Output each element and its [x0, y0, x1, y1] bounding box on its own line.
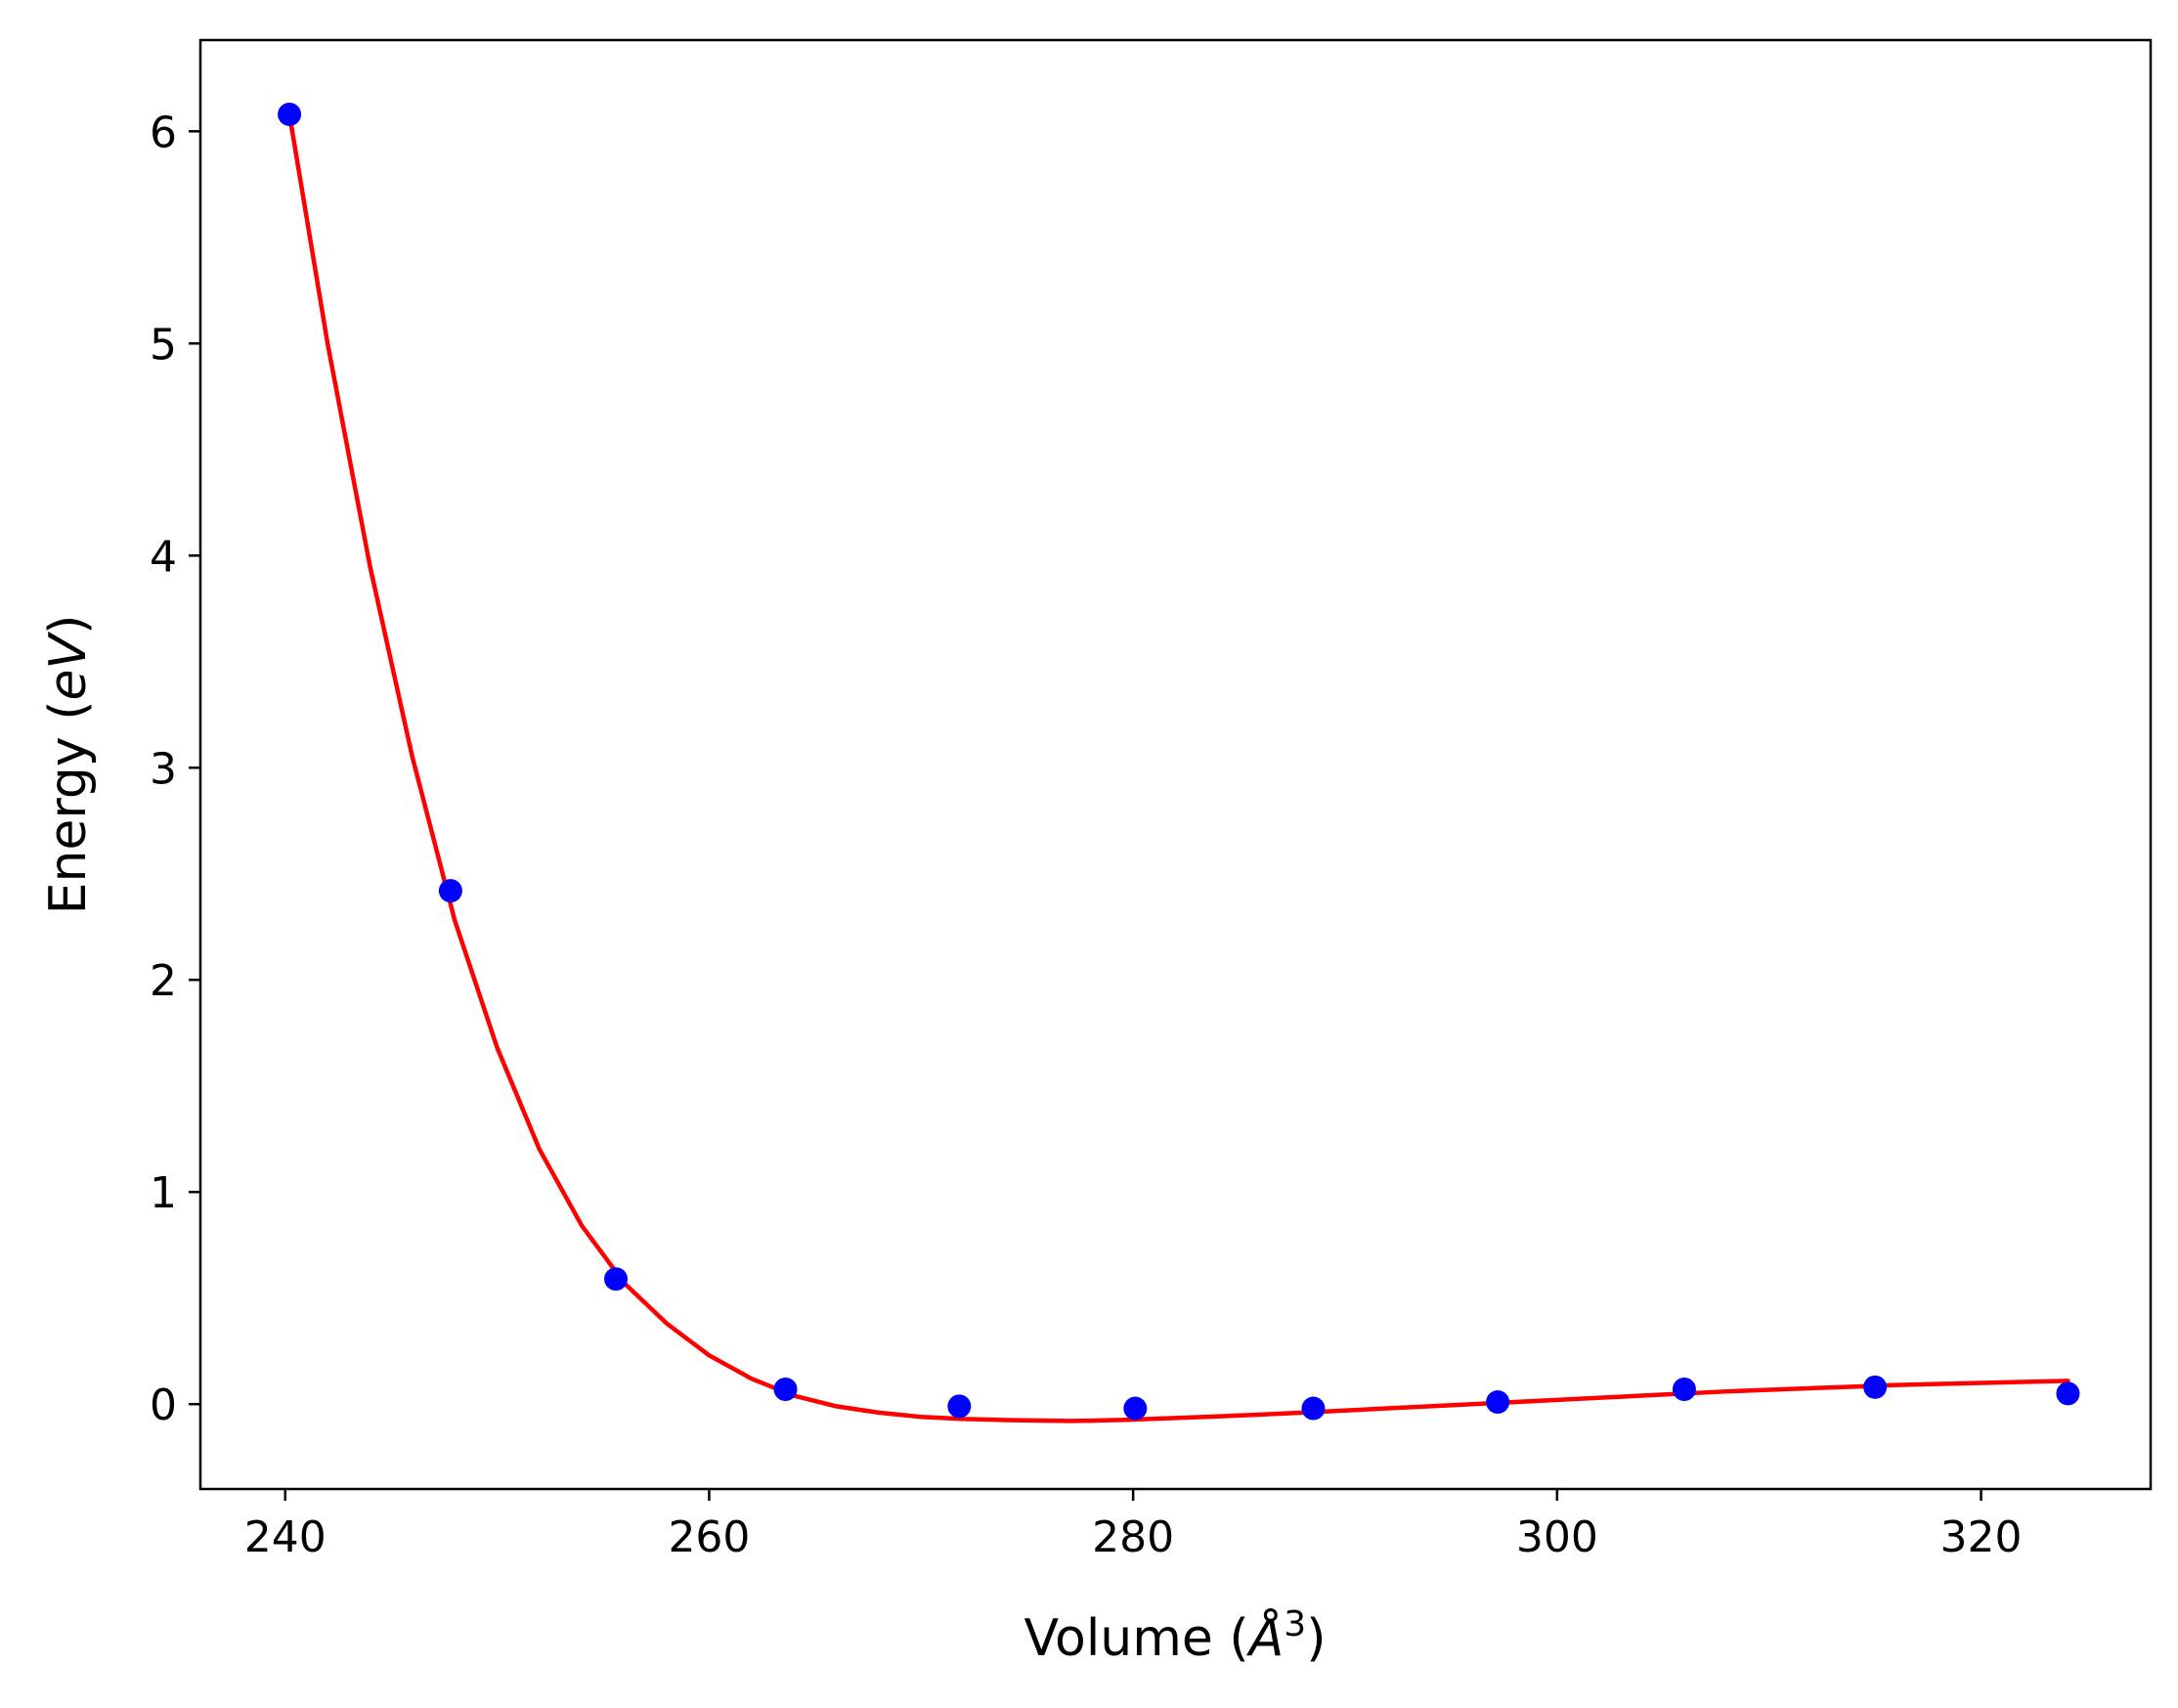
y-axis-label: Energy (eV) — [39, 615, 98, 915]
x-tick-label: 320 — [1940, 1512, 2023, 1562]
x-axis-label: Volume (Å3) — [1024, 1604, 1327, 1668]
data-point — [1123, 1396, 1148, 1421]
fit-curve — [286, 111, 2070, 1423]
y-tick-label: 6 — [150, 108, 177, 157]
data-point — [604, 1267, 629, 1292]
series-layer — [278, 102, 2080, 1423]
y-tick-label: 3 — [150, 744, 177, 794]
y-tick-label: 1 — [150, 1168, 177, 1218]
data-point — [438, 879, 462, 903]
x-tick-label: 260 — [668, 1512, 750, 1562]
plot-area — [200, 40, 2151, 1489]
x-tick-label: 280 — [1092, 1512, 1174, 1562]
y-tick-label: 2 — [150, 956, 177, 1006]
data-point — [278, 102, 302, 126]
x-tick-label: 240 — [244, 1512, 327, 1562]
data-point — [773, 1378, 798, 1402]
data-point — [1301, 1396, 1326, 1421]
y-tick-label: 4 — [150, 532, 177, 582]
data-point — [2056, 1381, 2080, 1406]
axes-frame — [198, 38, 2153, 1491]
y-tick-label: 5 — [150, 320, 177, 370]
data-point — [1672, 1378, 1696, 1402]
data-point — [1486, 1390, 1510, 1415]
data-point — [947, 1394, 972, 1419]
ticks: 240 260 280 300 320 0 1 2 3 4 5 6 — [150, 108, 2023, 1562]
data-point — [1863, 1375, 1888, 1399]
x-tick-label: 300 — [1516, 1512, 1598, 1562]
y-tick-label: 0 — [150, 1380, 177, 1430]
